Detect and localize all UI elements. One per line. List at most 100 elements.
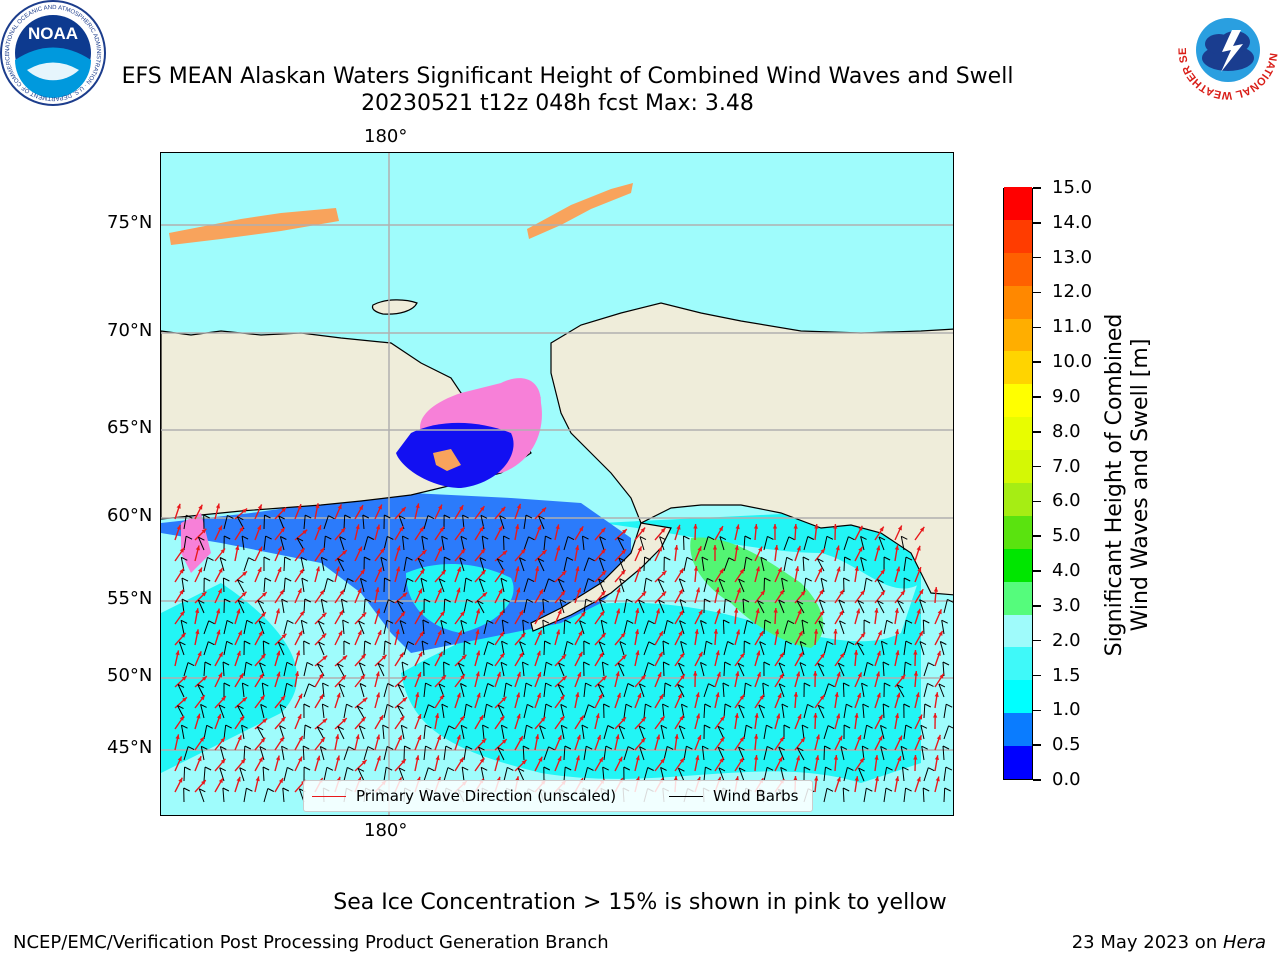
wave-direction-arrowhead — [236, 776, 241, 782]
wind-barb — [383, 704, 388, 719]
wind-barb-flag — [497, 746, 505, 751]
wave-direction-arrowhead — [335, 734, 340, 740]
wave-direction-arrowhead — [857, 735, 862, 741]
wind-barb-flag — [526, 598, 534, 603]
wind-barb — [662, 704, 665, 719]
wind-barb — [356, 705, 365, 719]
wind-barb — [638, 725, 645, 740]
wind-barb-flag — [585, 745, 593, 750]
wave-direction-arrowhead — [754, 755, 759, 760]
wind-barb — [483, 683, 489, 698]
wave-direction-arrowhead — [257, 567, 262, 573]
wind-barb-flag — [198, 599, 205, 604]
wave-direction-arrowhead — [300, 548, 305, 553]
wind-barb-flag — [764, 619, 772, 624]
wave-direction-arrowhead — [933, 587, 939, 592]
wind-barb-flag — [797, 747, 804, 752]
wind-barb-flag — [856, 642, 864, 647]
wind-barb-flag — [444, 556, 451, 561]
wind-barb — [483, 662, 488, 677]
wind-barb-flag — [639, 683, 646, 688]
wave-direction-arrowhead — [235, 545, 240, 551]
wind-barb — [283, 767, 288, 782]
wind-barb — [617, 537, 625, 551]
wind-barb-flag — [458, 662, 465, 667]
wave-direction-arrowhead — [894, 713, 900, 719]
wave-direction-arrowhead — [538, 589, 543, 595]
wind-barb-flag — [919, 599, 926, 604]
wave-direction-arrowhead — [461, 654, 467, 660]
wind-barb-flag — [686, 556, 694, 561]
wave-direction-arrowhead — [858, 525, 863, 531]
wind-barb-flag — [922, 787, 930, 792]
wave-direction-arrowhead — [501, 739, 507, 744]
wind-barb-flag — [522, 745, 530, 750]
wind-barb-flag — [878, 536, 886, 541]
wave-field-cyan-east — [601, 513, 921, 589]
wind-barb — [842, 787, 845, 803]
wave-direction-arrowhead — [435, 755, 440, 761]
wave-direction-arrowhead — [895, 650, 900, 656]
wave-direction-arrowhead — [236, 650, 241, 656]
wind-barb-flag — [237, 599, 245, 604]
wave-direction-arrowhead — [560, 695, 565, 700]
colorbar-segment — [1004, 712, 1032, 747]
wind-barb-flag — [558, 662, 565, 667]
sea-ice-note: Sea Ice Concentration > 15% is shown in … — [333, 890, 947, 915]
wind-barb — [399, 620, 405, 635]
wave-direction-arrowhead — [800, 737, 805, 743]
wind-barb — [581, 725, 585, 740]
wave-direction-legend-label: Primary Wave Direction (unscaled) — [356, 787, 617, 805]
wind-barb-flag — [386, 619, 394, 624]
wave-direction-arrowhead — [715, 587, 720, 593]
wind-barb — [523, 704, 528, 719]
wave-direction-arrowhead — [277, 546, 282, 552]
wave-direction-arrowhead — [218, 525, 222, 531]
wind-barb-flag — [302, 745, 310, 750]
wave-direction-arrowhead — [220, 548, 225, 554]
wind-barb — [943, 787, 946, 803]
wave-direction-arrowhead — [676, 524, 681, 530]
wind-barb-flag — [662, 640, 670, 645]
wind-barb-flag — [945, 703, 953, 708]
wind-barb — [943, 725, 950, 740]
wind-barb — [243, 662, 247, 677]
wind-barb-flag — [422, 619, 430, 624]
wave-direction-arrowhead — [518, 610, 524, 616]
wind-barb — [543, 640, 546, 656]
wind-barb — [599, 536, 605, 551]
wind-barb-flag — [246, 619, 254, 624]
wave-direction-arrowhead — [242, 571, 247, 576]
wind-barb — [922, 787, 925, 803]
wave-direction-arrowhead — [754, 713, 759, 718]
wind-barb-flag — [581, 724, 589, 729]
wave-direction-arrowhead — [258, 757, 263, 762]
wind-barb-flag — [828, 683, 835, 688]
wave-direction-arrowhead — [655, 608, 660, 614]
wind-barb-flag — [304, 514, 312, 519]
wave-direction-arrowhead — [936, 734, 941, 740]
wave-and-wind-vectors — [174, 503, 953, 803]
wind-barb — [383, 767, 387, 782]
noaa-logo-text: NOAA — [28, 24, 78, 43]
wind-barb — [263, 514, 265, 530]
wind-barb — [559, 599, 565, 614]
colorbar-segment — [1004, 219, 1032, 253]
wave-direction-arrowhead — [218, 567, 223, 573]
wind-barb-flag — [337, 663, 344, 668]
wave-direction-arrowhead — [636, 566, 641, 572]
wind-barb-flag — [877, 600, 884, 605]
colorbar-segment — [1004, 482, 1032, 516]
colorbar-tick-label: 5.0 — [1052, 525, 1081, 547]
wind-barb-flag — [678, 662, 685, 667]
wave-direction-arrowhead — [813, 629, 819, 634]
wave-direction-arrowhead — [201, 780, 206, 785]
wind-barb — [222, 577, 225, 593]
wind-barb-flag — [264, 577, 272, 582]
wind-barb — [783, 641, 787, 656]
wave-direction-arrowhead — [262, 718, 268, 724]
wind-barb-flag — [717, 725, 725, 730]
wave-direction-arrowhead — [240, 758, 246, 764]
wind-barb-flag — [618, 725, 626, 730]
wave-direction-arrowhead — [876, 545, 881, 551]
